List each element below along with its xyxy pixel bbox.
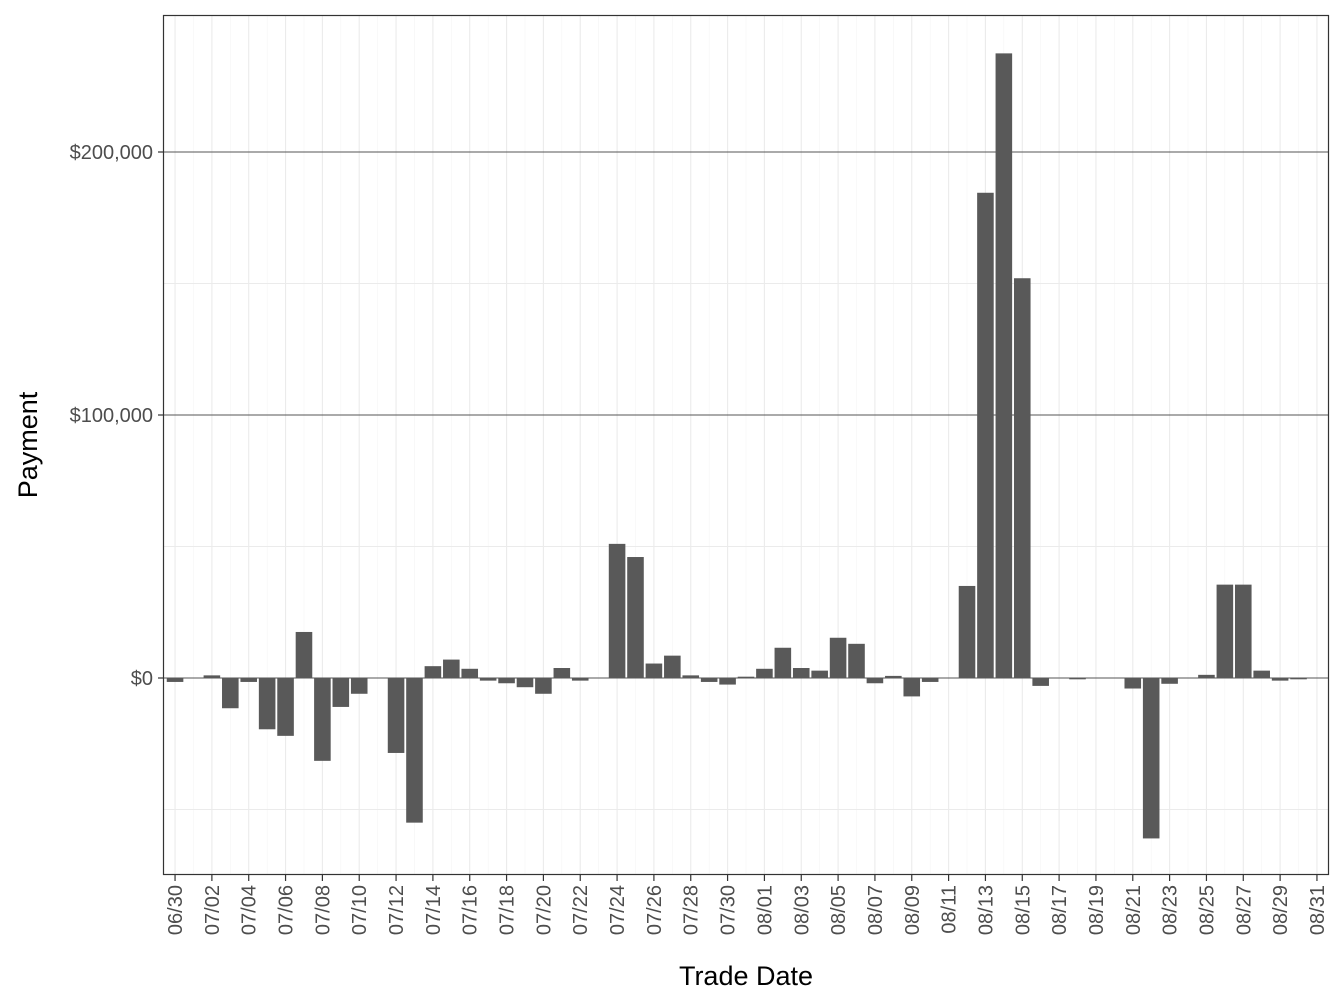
- bar: [995, 53, 1013, 678]
- bar: [737, 676, 755, 678]
- bar: [350, 678, 368, 694]
- bar: [443, 659, 460, 678]
- x-tick-label: 07/24: [607, 885, 629, 935]
- bar: [921, 678, 939, 682]
- y-tick-label: $0: [131, 668, 153, 690]
- x-tick-label: 07/12: [386, 885, 408, 935]
- bar: [258, 678, 276, 730]
- bar: [903, 678, 921, 697]
- y-tick-label: $100,000: [70, 405, 153, 427]
- x-tick-label: 06/30: [165, 885, 187, 935]
- x-tick-label: 08/27: [1233, 885, 1255, 935]
- bar: [1124, 678, 1142, 689]
- bar: [277, 678, 294, 736]
- plot-panel-border: [162, 14, 1330, 876]
- bar-series: [166, 53, 1307, 839]
- bar: [719, 678, 736, 685]
- bar: [1216, 584, 1234, 678]
- x-tick-label: 07/30: [718, 885, 740, 935]
- x-tick-label: 08/03: [791, 885, 813, 935]
- bar: [792, 668, 810, 678]
- minor-gridlines: [164, 16, 1328, 874]
- bar: [1161, 678, 1178, 684]
- bar: [682, 675, 700, 678]
- bar: [553, 668, 571, 678]
- x-axis-title: Trade Date: [679, 961, 813, 991]
- y-tick-label: $200,000: [70, 142, 153, 164]
- x-tick-label: 08/17: [1049, 885, 1071, 935]
- x-axis: 06/30 07/02 07/04 07/06 07/08 07/10 07/12 07/14…: [165, 874, 1329, 935]
- bar: [1198, 674, 1215, 678]
- x-tick-label: 07/06: [276, 885, 298, 935]
- y-axis: $0 $100,000 $200,000: [70, 142, 164, 690]
- x-tick-label: 08/01: [754, 885, 776, 935]
- bar: [1234, 584, 1252, 678]
- bar: [535, 678, 552, 694]
- bar: [664, 655, 681, 678]
- x-tick-label: 08/19: [1086, 885, 1108, 935]
- bar: [645, 663, 663, 678]
- bar: [1253, 670, 1270, 678]
- x-tick-label: 08/11: [939, 885, 961, 934]
- bar: [424, 666, 442, 678]
- bar: [332, 678, 350, 707]
- bar: [958, 585, 976, 678]
- bar: [1290, 678, 1307, 680]
- x-tick-label: 08/23: [1160, 885, 1182, 935]
- bar: [627, 557, 644, 678]
- bar: [240, 678, 258, 682]
- bar: [571, 678, 589, 681]
- x-tick-label: 07/16: [460, 885, 482, 935]
- bar: [774, 647, 792, 678]
- x-tick-label: 07/26: [644, 885, 666, 935]
- x-tick-label: 08/29: [1270, 885, 1292, 935]
- bar: [608, 543, 626, 678]
- bar: [516, 678, 534, 688]
- bar: [314, 678, 331, 761]
- bar: [1013, 278, 1031, 678]
- x-tick-label: 07/04: [239, 885, 261, 935]
- x-tick-label: 07/02: [202, 885, 224, 935]
- bar: [1142, 678, 1160, 839]
- x-tick-label: 07/20: [533, 885, 555, 935]
- bar: [295, 631, 313, 678]
- bar: [811, 670, 828, 678]
- x-tick-label: 08/25: [1196, 885, 1218, 935]
- x-tick-label: 08/31: [1307, 885, 1329, 935]
- bar: [756, 668, 773, 678]
- x-tick-label: 07/10: [349, 885, 371, 935]
- x-tick-label: 08/13: [975, 885, 997, 935]
- x-tick-label: 07/08: [312, 885, 334, 935]
- x-tick-label: 08/21: [1123, 885, 1145, 935]
- bar: [885, 675, 902, 678]
- x-tick-label: 08/15: [1012, 885, 1034, 935]
- bar: [866, 678, 884, 684]
- bar: [222, 678, 239, 709]
- bar: [977, 192, 994, 678]
- bar: [166, 678, 184, 682]
- bar: [700, 678, 718, 682]
- bar: [406, 678, 423, 823]
- x-tick-label: 08/05: [828, 885, 850, 935]
- x-tick-label: 08/09: [902, 885, 924, 935]
- x-tick-label: 07/14: [423, 885, 445, 935]
- bar: [461, 668, 479, 678]
- x-tick-label: 07/18: [497, 885, 519, 935]
- x-tick-label: 07/22: [570, 885, 592, 935]
- bar: [1032, 678, 1049, 686]
- bar: [203, 675, 221, 678]
- bar: [848, 643, 865, 678]
- bar: [498, 678, 515, 684]
- x-tick-label: 08/07: [865, 885, 887, 935]
- bar: [387, 678, 405, 753]
- x-tick-label: 07/28: [681, 885, 703, 935]
- bar: [829, 637, 847, 678]
- bar: [1271, 678, 1289, 681]
- bar: [479, 678, 497, 681]
- y-axis-title: Payment: [13, 391, 43, 498]
- bar: [1069, 678, 1086, 680]
